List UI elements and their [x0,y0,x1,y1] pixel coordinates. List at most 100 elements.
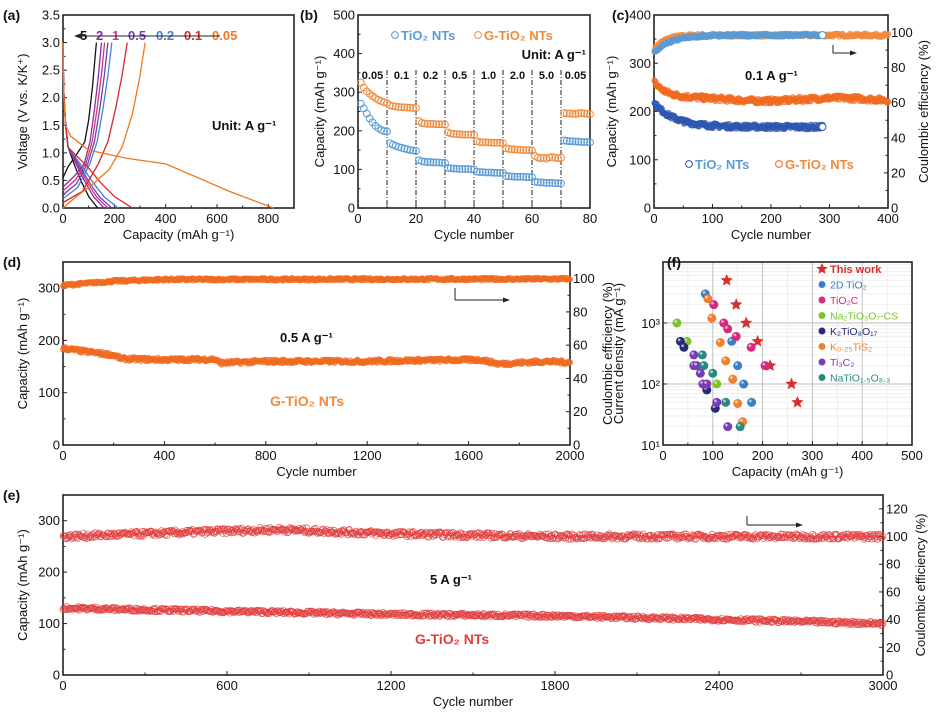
data-point [560,136,568,145]
legend-marker [775,160,783,168]
data-point [551,153,560,162]
data-point [420,119,429,128]
data-point [446,164,455,173]
ball-highlight [725,423,728,427]
capacity-point [567,359,574,366]
data-point [362,109,371,118]
data-point [429,158,438,167]
y-tick-label: 100 [38,385,60,400]
charge-curve-0.2 [62,42,113,200]
data-point [423,119,432,128]
data-point [539,178,548,187]
ball-marker [728,374,738,384]
ball-marker [689,350,699,360]
capacity-point [884,98,892,105]
x-axis-label: Cycle number [434,227,515,242]
data-point [461,165,470,173]
data-point [473,137,481,146]
panel-d: 0 400 800 1200 1600 2000010020030002040608010… [3,254,615,479]
data-point [548,153,557,161]
y-tick-label: 1.0 [42,145,60,160]
ball-highlight [721,320,724,323]
legend-marker [818,312,826,319]
data-point [533,178,542,187]
end-marker [818,31,827,40]
y-tick-label: 0 [53,668,60,683]
x-tick-label: 1600 [454,448,483,463]
data-point [571,109,580,118]
data-point [435,120,444,129]
ball-marker [721,356,731,366]
data-point [510,145,519,154]
y-tick-label: 0 [348,201,355,216]
ball-marker [712,397,722,407]
data-point [394,102,403,111]
ball-highlight [735,400,738,404]
rate-segment-label: 2.0 [510,70,525,82]
ball-marker [733,361,743,371]
data-point [397,143,406,152]
legend-label: TiO₂C [830,295,859,307]
y2-tick-label: 100 [573,271,595,286]
data-point [568,137,577,146]
data-point [432,158,441,167]
x-axis-label: Cycle number [433,694,514,709]
data-point [403,103,412,112]
y-tick-label: 10³ [641,316,660,331]
data-point [507,145,516,154]
x-tick-label: 600 [216,678,238,693]
y-tick-label: 3.0 [42,35,60,50]
data-point [516,172,525,181]
data-point [519,172,528,181]
data-point [435,158,444,167]
ball-marker [739,379,749,389]
x-tick-label: 40 [467,211,481,226]
data-point [496,138,505,147]
x-tick-label: 1800 [541,678,570,693]
legend-label: NaTiO₁.₅O₈.₃ [830,373,890,385]
y-tick-label: 300 [38,513,60,528]
y-tick-label: 100 [629,152,651,167]
legend-label: Ti₃C₂ [830,357,854,369]
data-point [470,131,478,139]
data-point [577,138,586,146]
y-tick-label: 2.5 [42,63,60,78]
data-point [571,137,580,146]
panel-f: 0 100 200 300 400 500 Capacity (mAh g⁻¹) Curren… [611,254,923,479]
ball-highlight [705,295,708,299]
x-tick-label: 1200 [353,448,382,463]
ball-highlight [697,370,701,374]
x-tick-label: 1200 [377,678,406,693]
ce-point [567,276,574,283]
data-point [484,138,493,147]
rate-annotation: 5 A g⁻¹ [430,572,472,587]
data-point [536,154,545,163]
x-tick-label: 100 [702,211,724,226]
y2-tick-label: 80 [891,60,905,75]
data-point [449,164,458,173]
y-tick-label: 1.5 [42,118,60,133]
data-point [438,158,447,167]
ball-marker [699,361,709,371]
ball-marker [746,342,756,352]
x-tick-label: 600 [206,211,228,226]
data-point [548,179,557,187]
x-tick-label: 400 [154,448,176,463]
data-point [580,109,589,118]
legend-marker [474,31,482,39]
y-tick-label: 200 [38,565,60,580]
data-point [557,153,565,162]
y2-tick-label: 0 [886,668,893,683]
y2-tick-label: 20 [886,640,900,655]
data-point [496,168,505,177]
legend-marker [391,31,399,39]
unit-annotation: Unit: A g⁻¹ [212,118,276,133]
rate-segment-label: 0.5 [452,70,467,82]
data-point [493,168,502,177]
series-label: G-TiO₂ NTs [415,631,489,647]
data-point [487,168,496,177]
ball-highlight [735,362,738,366]
y2-tick-label: 20 [891,165,905,180]
data-point [565,137,574,146]
